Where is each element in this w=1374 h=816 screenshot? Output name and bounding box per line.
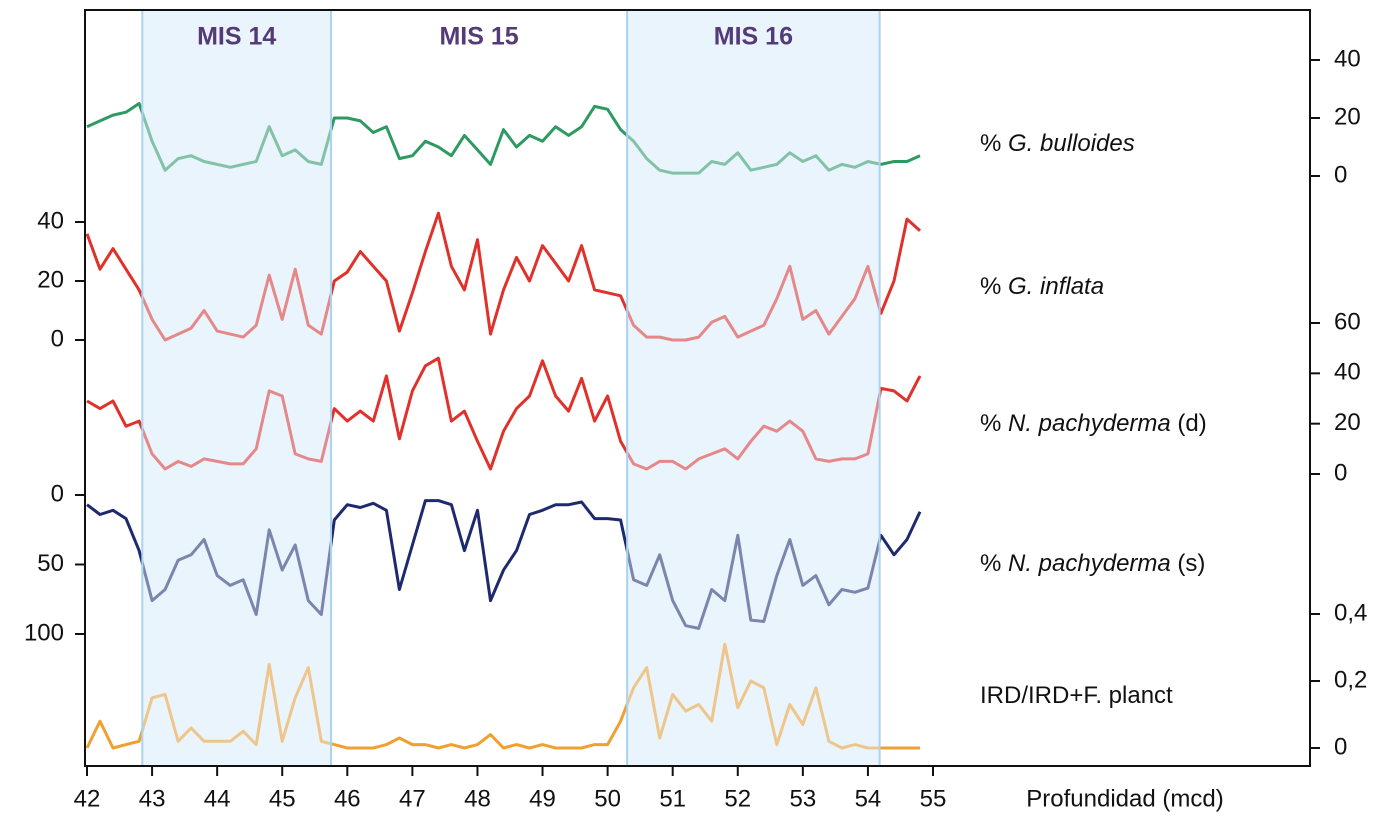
series-label: % G. bulloides [980, 130, 1135, 157]
period-band [142, 10, 332, 766]
x-tick-label: 49 [529, 785, 556, 812]
x-tick-label: 53 [789, 785, 816, 812]
y-tick-label: 40 [37, 207, 64, 234]
period-label: MIS 16 [714, 23, 793, 51]
y-tick-label: 20 [1334, 103, 1361, 130]
y-tick-label: 0 [1334, 459, 1347, 486]
series-line [86, 356, 922, 471]
x-tick-label: 55 [920, 785, 947, 812]
y-tick-label: 20 [1334, 409, 1361, 436]
period-label: MIS 15 [439, 23, 518, 51]
x-tick-label: 47 [399, 785, 426, 812]
series-label: IRD/IRD+F. planct [980, 682, 1173, 709]
x-axis-label: Profundidad (mcd) [1026, 785, 1223, 812]
y-tick-label: 40 [1334, 45, 1361, 72]
y-tick-label: 0,4 [1334, 599, 1367, 626]
series-line [86, 499, 922, 630]
plot-frame [84, 9, 1311, 767]
series-label-part: N. pachyderma [1008, 550, 1171, 577]
y-tick-label: 0,2 [1334, 666, 1367, 693]
series-label-part: % [980, 130, 1008, 157]
x-tick-label: 44 [204, 785, 231, 812]
series-line [85, 642, 920, 750]
series-label-part: % [980, 410, 1008, 437]
series-label-part: N. pachyderma [1008, 410, 1171, 437]
series-label-part: (s) [1171, 550, 1206, 577]
x-tick-label: 46 [334, 785, 361, 812]
period-label: MIS 14 [197, 23, 276, 51]
y-tick-label: 100 [24, 619, 64, 646]
x-tick-label: 51 [659, 785, 686, 812]
series-label-part: G. bulloides [1008, 130, 1135, 157]
series-label: % N. pachyderma (d) [980, 410, 1207, 437]
x-tick-label: 43 [139, 785, 166, 812]
x-tick-label: 48 [464, 785, 491, 812]
y-tick-label: 0 [51, 480, 64, 507]
series-line [86, 102, 921, 175]
y-tick-label: 40 [1334, 359, 1361, 386]
series-label-part: (d) [1171, 410, 1207, 437]
series-label-part: G. inflata [1008, 273, 1104, 300]
y-tick-label: 0 [1334, 161, 1347, 188]
y-tick-label: 50 [37, 550, 64, 577]
x-tick-label: 52 [724, 785, 751, 812]
series-label: % N. pachyderma (s) [980, 550, 1205, 577]
y-tick-label: 0 [51, 325, 64, 352]
period-band-overlay [142, 10, 332, 766]
series-label: % G. inflata [980, 273, 1104, 300]
x-tick-label: 45 [269, 785, 296, 812]
y-tick-label: 20 [37, 266, 64, 293]
series-label-part: % [980, 273, 1008, 300]
x-tick-label: 42 [74, 785, 101, 812]
series-label-part: % [980, 550, 1008, 577]
x-tick-label: 54 [855, 785, 882, 812]
period-band-overlay [627, 10, 880, 766]
y-tick-label: 60 [1334, 308, 1361, 335]
y-tick-label: 0 [1334, 733, 1347, 760]
series-line [85, 211, 922, 342]
x-tick-label: 50 [594, 785, 621, 812]
period-band [627, 10, 880, 766]
series-label-part: IRD/IRD+F. planct [980, 682, 1173, 709]
